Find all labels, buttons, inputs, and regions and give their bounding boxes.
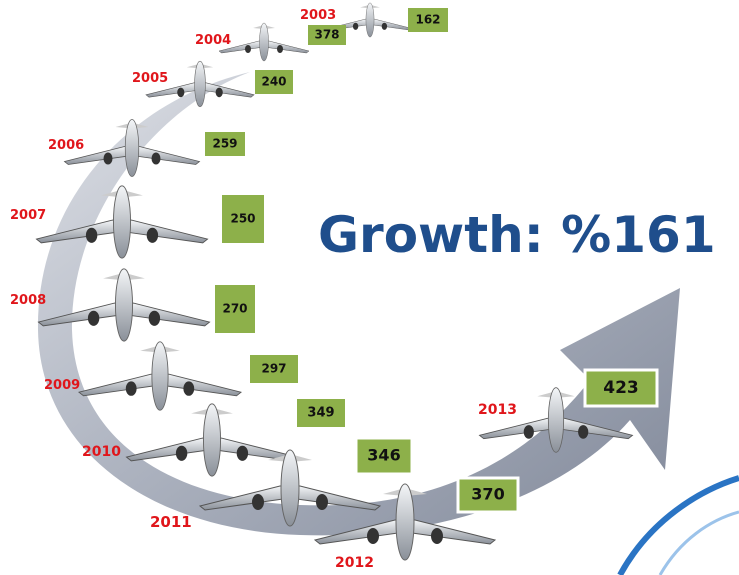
value-box: [250, 355, 298, 383]
year-label: 2012: [335, 555, 374, 571]
plane-fuselage: [114, 268, 134, 342]
year-label: 2008: [10, 293, 46, 308]
plane-engine: [578, 425, 589, 439]
plane-fuselage: [124, 119, 140, 177]
plane-fuselage: [194, 60, 206, 108]
plane-fuselage: [202, 403, 222, 477]
plane-fuselage: [151, 341, 169, 411]
airplane: [145, 60, 255, 108]
airplane: [63, 119, 201, 177]
plane-fuselage: [259, 22, 269, 62]
plane-engine: [103, 152, 113, 165]
year-label: 2007: [10, 208, 46, 223]
value-label: 297: [261, 362, 286, 376]
plane-engine: [523, 425, 534, 439]
year-label: 2004: [195, 33, 231, 48]
plane-engine: [175, 445, 188, 461]
plane-fuselage: [112, 185, 132, 259]
value-box: [205, 132, 245, 156]
plane-engine: [277, 45, 283, 53]
logo-swoosh: [658, 510, 739, 575]
airplane: [35, 185, 209, 259]
plane-engine: [148, 310, 161, 326]
plane-fuselage: [395, 483, 415, 561]
airplane: [37, 268, 211, 342]
year-label: 2003: [300, 8, 336, 23]
plane-engine: [245, 45, 251, 53]
value-box: [215, 285, 255, 333]
value-label: 270: [222, 302, 247, 316]
value-label: 240: [261, 75, 286, 89]
value-label: 423: [603, 378, 639, 398]
title: Growth: %161: [318, 206, 716, 264]
value-label: 370: [471, 485, 504, 504]
plane-engine: [367, 528, 379, 544]
value-label: 346: [367, 446, 400, 465]
plane-engine: [381, 22, 388, 30]
value-box: [456, 476, 520, 514]
plane-engine: [87, 310, 100, 326]
airplane: [218, 22, 310, 62]
year-label: 2009: [44, 378, 80, 393]
plane-engine: [183, 381, 195, 396]
airplane: [478, 387, 634, 453]
plane-engine: [151, 152, 161, 165]
year-label: 2010: [82, 444, 121, 460]
value-box: [583, 368, 659, 408]
plane-engine: [146, 227, 159, 243]
value-label: 250: [230, 212, 255, 226]
year-label: 2013: [478, 402, 517, 418]
plane-engine: [431, 528, 443, 544]
value-label: 259: [212, 137, 237, 151]
plane-fuselage: [280, 449, 300, 527]
value-box: [255, 70, 293, 94]
year-label: 2005: [132, 71, 168, 86]
value-box: [222, 195, 264, 243]
airplane: [125, 403, 299, 477]
plane-engine: [85, 227, 98, 243]
plane-engine: [125, 381, 137, 396]
plane-engine: [236, 445, 249, 461]
plane-engine: [352, 22, 359, 30]
year-label: 2011: [150, 513, 192, 531]
plane-fuselage: [547, 387, 565, 453]
value-box: [354, 436, 414, 476]
year-label: 2006: [48, 138, 84, 153]
value-label: 162: [415, 13, 440, 27]
plane-engine: [252, 494, 264, 510]
airplane: [78, 341, 242, 411]
value-box: [408, 8, 448, 32]
value-box: [308, 25, 346, 45]
value-box: [295, 397, 347, 429]
airplane: [329, 2, 411, 38]
plane-engine: [316, 494, 328, 510]
airplane: [313, 483, 497, 561]
value-label: 349: [307, 406, 334, 421]
logo-swoosh: [617, 475, 739, 575]
plane-engine: [215, 87, 223, 98]
value-label: 378: [314, 28, 339, 42]
plane-engine: [177, 87, 185, 98]
plane-fuselage: [365, 2, 375, 38]
airplane: [198, 449, 382, 527]
